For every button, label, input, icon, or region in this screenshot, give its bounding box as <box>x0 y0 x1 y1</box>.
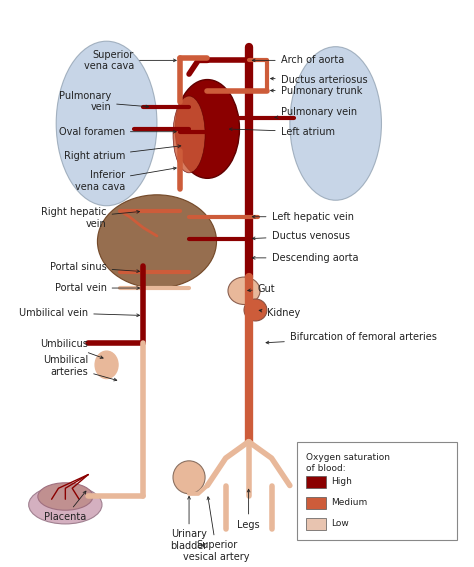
Text: Inferior
vena cava: Inferior vena cava <box>74 167 176 192</box>
Ellipse shape <box>98 195 217 288</box>
Ellipse shape <box>38 483 93 510</box>
Text: Left atrium: Left atrium <box>229 126 335 137</box>
Text: Placenta: Placenta <box>44 491 86 522</box>
Ellipse shape <box>56 41 157 206</box>
Text: High: High <box>331 477 352 486</box>
Text: Urinary
bladder: Urinary bladder <box>171 496 208 551</box>
Text: Umbilical vein: Umbilical vein <box>19 308 139 318</box>
Text: Low: Low <box>331 519 349 528</box>
Text: Superior
vesical artery: Superior vesical artery <box>183 497 250 562</box>
Text: Pulmonary
vein: Pulmonary vein <box>59 91 149 112</box>
Text: Left hepatic vein: Left hepatic vein <box>252 211 354 222</box>
Text: Gut: Gut <box>248 284 275 294</box>
Ellipse shape <box>228 277 260 304</box>
Text: Right atrium: Right atrium <box>64 145 181 162</box>
Circle shape <box>95 351 118 379</box>
Text: Portal sinus: Portal sinus <box>50 262 139 273</box>
Text: Oval foramen: Oval foramen <box>59 126 176 137</box>
Ellipse shape <box>175 79 239 179</box>
Text: Descending aorta: Descending aorta <box>252 253 358 263</box>
Text: Legs: Legs <box>237 489 260 530</box>
Text: Arch of aorta: Arch of aorta <box>252 56 344 65</box>
Text: Superior
vena cava: Superior vena cava <box>84 49 176 71</box>
Ellipse shape <box>244 299 267 321</box>
Ellipse shape <box>290 46 382 200</box>
Text: Ductus venosus: Ductus venosus <box>252 231 349 241</box>
Text: Medium: Medium <box>331 498 367 507</box>
Text: Bifurcation of femoral arteries: Bifurcation of femoral arteries <box>266 332 437 344</box>
Ellipse shape <box>173 461 205 494</box>
Text: Oxygen saturation
of blood:: Oxygen saturation of blood: <box>306 452 390 473</box>
Text: Right hepatic
vein: Right hepatic vein <box>41 207 139 229</box>
Text: Kidney: Kidney <box>259 308 300 318</box>
Text: Umbilicus: Umbilicus <box>40 339 103 358</box>
Text: Pulmonary trunk: Pulmonary trunk <box>271 86 362 96</box>
Text: Umbilical
arteries: Umbilical arteries <box>43 355 117 381</box>
Bar <box>306 497 327 509</box>
Text: Portal vein: Portal vein <box>55 283 139 293</box>
Text: Pulmonary vein: Pulmonary vein <box>275 108 357 119</box>
Text: Ductus arteriosus: Ductus arteriosus <box>271 75 367 84</box>
Ellipse shape <box>29 485 102 524</box>
Bar <box>306 518 327 530</box>
Ellipse shape <box>173 96 205 173</box>
Bar <box>306 476 327 488</box>
Bar <box>297 442 457 540</box>
